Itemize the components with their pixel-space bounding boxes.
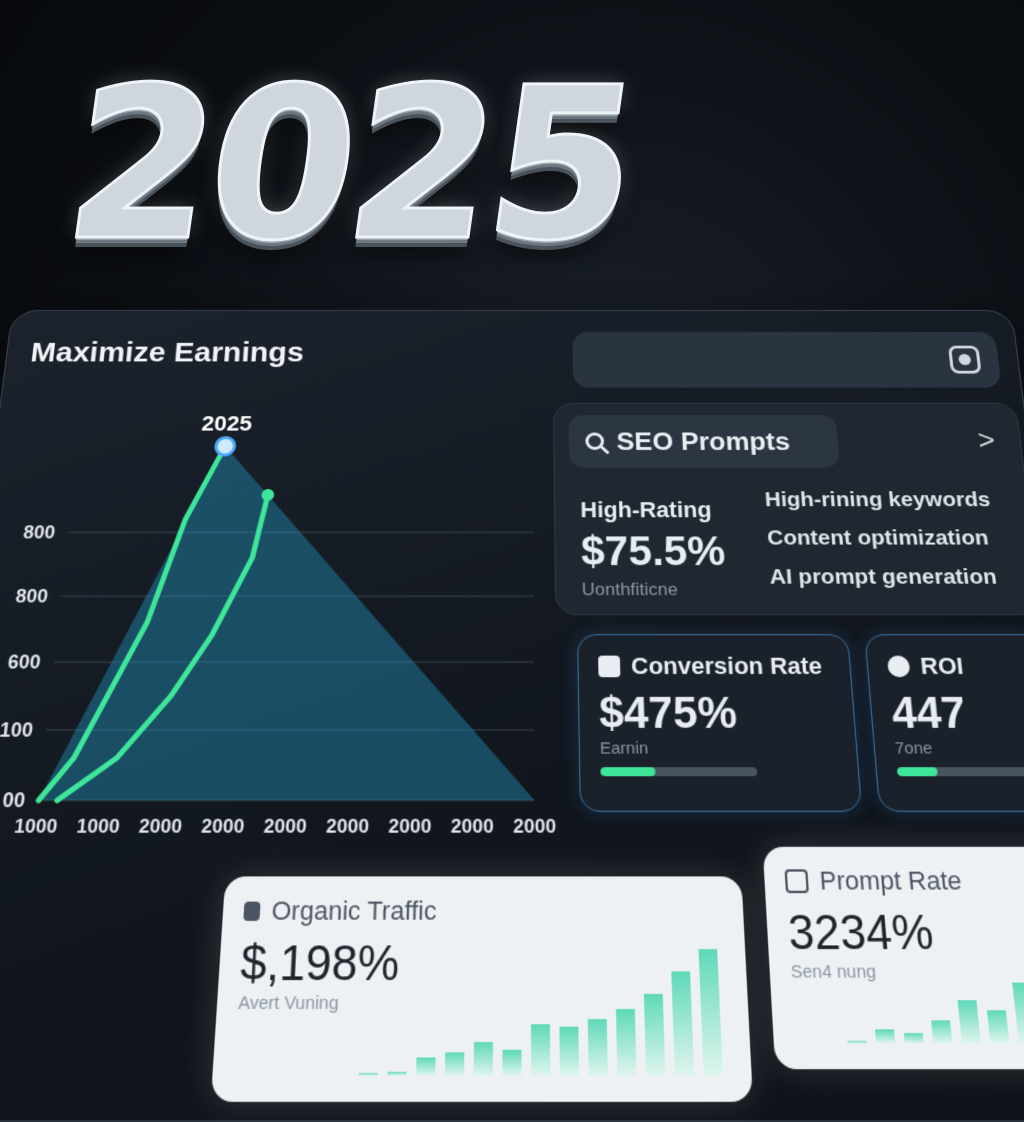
organic-bar-chart <box>358 949 723 1076</box>
y-tick-label: 00 <box>1 788 26 812</box>
conversion-label: Conversion Rate <box>630 652 823 680</box>
roi-label: ROI <box>919 652 965 680</box>
high-rating-sub: Uonthfiticne <box>581 579 679 600</box>
organic-traffic-card[interactable]: Organic Traffic $,198% Avert Vuning <box>210 876 754 1102</box>
y-tick-label: 800 <box>22 522 56 543</box>
bar <box>847 1040 867 1044</box>
x-tick-label: 1000 <box>13 816 58 838</box>
high-rating-value: $75.5% <box>580 529 727 575</box>
list-item[interactable]: High-rining keywords <box>764 488 992 512</box>
user-icon <box>243 901 261 921</box>
x-tick-label: 2000 <box>451 816 494 838</box>
y-tick-label: 800 <box>14 585 49 607</box>
y-tick-label: 100 <box>0 718 34 741</box>
roi-value: 447 <box>889 689 969 738</box>
bar <box>957 1000 981 1044</box>
bar <box>502 1049 522 1076</box>
peak-label: 2025 <box>201 413 253 436</box>
roi-card[interactable]: ROI 447 7one <box>864 634 1024 812</box>
bar <box>1012 982 1024 1044</box>
camera-icon <box>784 869 809 894</box>
roi-icon <box>886 655 911 678</box>
x-tick-label: 2000 <box>326 816 370 838</box>
bar <box>559 1026 580 1076</box>
peak-point <box>215 438 235 455</box>
chart-title: Maximize Earnings <box>28 337 305 368</box>
bar <box>473 1042 493 1076</box>
prompt-rate-card[interactable]: Prompt Rate 3234% Sen4 nung <box>762 846 1024 1070</box>
earnings-chart: 00 100 600 800 800 1000 1000 2000 2000 2000 2000 20… <box>0 413 556 838</box>
conversion-progress <box>600 767 758 777</box>
search-icon <box>585 432 605 450</box>
bar <box>986 1009 1010 1044</box>
prompt-rate-label: Prompt Rate <box>818 865 963 896</box>
x-tick-label: 1000 <box>76 816 121 838</box>
high-rating-stat: High-Rating $75.5% Uonthfiticne <box>580 497 728 600</box>
bar <box>416 1057 436 1076</box>
bar <box>875 1029 896 1044</box>
settings-icon[interactable] <box>947 345 982 374</box>
bar <box>615 1008 637 1076</box>
conversion-rate-card[interactable]: Conversion Rate $475% Earnin <box>577 634 863 812</box>
prompt-rate-value: 3234% <box>786 906 936 961</box>
seo-list: High-rining keywords Content optimizatio… <box>764 481 1002 597</box>
chevron-right-icon[interactable]: > <box>976 424 997 455</box>
y-tick-label: 600 <box>7 651 42 674</box>
bar <box>643 993 666 1076</box>
conversion-sub: Earnin <box>599 738 649 759</box>
x-tick-label: 2000 <box>263 816 307 838</box>
bar <box>387 1071 407 1076</box>
roi-progress <box>896 767 1024 777</box>
seo-search[interactable]: SEO Prompts <box>568 415 840 468</box>
organic-label: Organic Traffic <box>270 895 437 926</box>
search-label: SEO Prompts <box>616 426 791 456</box>
bar <box>903 1032 924 1044</box>
list-item[interactable]: AI prompt generation <box>768 565 999 589</box>
conversion-value: $475% <box>598 689 739 738</box>
seo-prompts-card: SEO Prompts > High-Rating $75.5% Uonthfi… <box>552 402 1024 616</box>
bar <box>444 1052 465 1076</box>
bar <box>530 1024 551 1076</box>
x-tick-label: 2000 <box>138 816 183 838</box>
top-bar <box>572 331 1002 388</box>
bar <box>587 1019 608 1076</box>
x-tick-label: 2000 <box>513 816 556 838</box>
prompt-rate-bar-chart <box>842 968 1024 1044</box>
x-tick-label: 2000 <box>201 816 245 838</box>
dashboard: Maximize Earnings 00 100 600 800 800 1000 1000… <box>0 310 1024 1122</box>
list-item[interactable]: Content optimization <box>766 526 990 550</box>
area-fill <box>38 446 535 801</box>
roi-sub: 7one <box>894 738 934 759</box>
hero-2025-text: 2025 <box>51 41 649 289</box>
high-rating-label: High-Rating <box>580 497 713 523</box>
bar <box>358 1073 378 1076</box>
x-tick-label: 2000 <box>388 816 431 838</box>
conversion-icon <box>598 655 621 678</box>
